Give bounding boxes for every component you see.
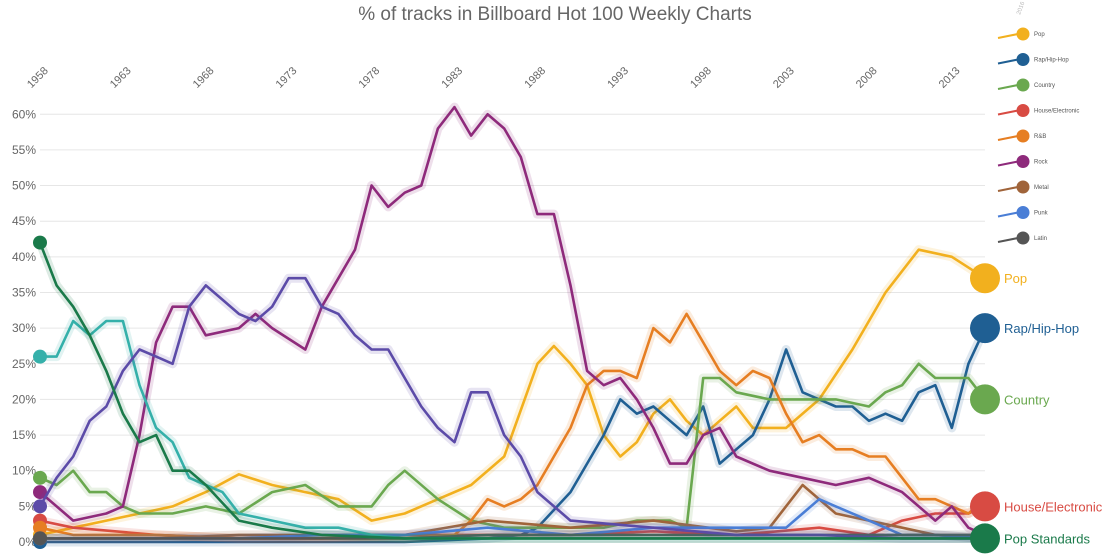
x-tick-label: 1968	[191, 65, 217, 91]
legend-year-label: 2016	[1016, 0, 1026, 15]
legend-label: Metal	[1034, 185, 1049, 191]
legend-item: Latin	[997, 231, 1047, 245]
legend-item: House/Electronic	[997, 104, 1079, 117]
y-tick-label: 20%	[12, 392, 36, 406]
x-tick-label: 1988	[522, 65, 548, 91]
y-tick-label: 0%	[19, 535, 37, 549]
legend-label: Rock	[1034, 160, 1049, 166]
legend-swatch-dot	[1016, 231, 1030, 245]
y-tick-label: 55%	[12, 143, 36, 157]
legend-item: Country	[997, 78, 1055, 92]
series-start-point	[33, 520, 47, 535]
legend-label: Punk	[1034, 211, 1049, 217]
series-end-point	[970, 491, 1000, 522]
x-tick-label: 1983	[439, 65, 465, 91]
legend-item: Metal	[997, 180, 1049, 194]
y-tick-label: 60%	[12, 107, 36, 121]
y-tick-label: 50%	[12, 179, 36, 193]
x-tick-label: 1993	[605, 65, 631, 91]
series-end-label: Pop Standards	[1004, 531, 1091, 546]
legend-label: R&B	[1034, 134, 1046, 140]
y-tick-label: 15%	[12, 428, 36, 442]
series-end-point	[970, 384, 1000, 415]
series-start-point	[33, 470, 47, 485]
series-line	[38, 105, 987, 537]
legend-swatch-dot	[1016, 129, 1030, 143]
series-halo	[35, 240, 985, 543]
series-end-label: Rap/Hip-Hop	[1004, 321, 1079, 336]
legend-swatch-dot	[1016, 53, 1030, 66]
legend-item: Pop	[997, 27, 1045, 41]
legend-item: Rock	[997, 155, 1049, 168]
legend-swatch-line	[997, 33, 1019, 39]
y-tick-label: 5%	[19, 499, 37, 513]
series-line	[38, 483, 987, 540]
legend-item: R&B	[997, 129, 1046, 143]
series-end-point	[970, 313, 1000, 344]
legend-swatch-line	[997, 109, 1019, 116]
legend-swatch-dot	[1016, 180, 1030, 194]
x-tick-label: 1978	[357, 65, 383, 91]
series-end-label: House/Electronic	[1004, 499, 1102, 514]
series-end-point	[970, 263, 1000, 294]
legend-item: Rap/Hip-Hop	[997, 53, 1069, 66]
legend-swatch-line	[997, 237, 1019, 243]
x-tick-label: 1963	[108, 65, 134, 91]
legend-label: Pop	[1034, 32, 1045, 38]
x-tick-label: 2003	[771, 65, 797, 91]
series-lines	[33, 102, 990, 549]
legend-label: House/Electronic	[1034, 109, 1079, 115]
series-start-point	[33, 235, 47, 250]
series-start-point	[33, 499, 47, 514]
legend-item: Punk	[997, 206, 1049, 219]
legend-swatch-line	[997, 211, 1019, 218]
series-line	[38, 326, 987, 544]
legend: 2016 Pop Rap/Hip-Hop Country House/Electroni…	[997, 0, 1079, 245]
series-line	[38, 241, 987, 540]
legend-label: Rap/Hip-Hop	[1034, 58, 1069, 64]
series-line	[38, 497, 987, 540]
series-end-label: Pop	[1004, 271, 1027, 286]
series-start-point	[33, 485, 47, 500]
legend-swatch-dot	[1016, 206, 1030, 219]
x-tick-label: 2013	[937, 65, 963, 91]
legend-swatch-line	[997, 58, 1019, 65]
legend-swatch-dot	[1016, 27, 1030, 41]
y-tick-label: 10%	[12, 464, 36, 478]
series-line	[38, 362, 987, 530]
legend-swatch-line	[997, 186, 1019, 192]
x-tick-label: 2008	[854, 65, 880, 91]
x-tick-label: 1998	[688, 65, 714, 91]
chart-subtitle: % of tracks in Billboard Hot 100 Weekly …	[358, 4, 752, 25]
y-tick-label: 35%	[12, 285, 36, 299]
x-tick-label: 1973	[274, 65, 300, 91]
y-tick-label: 40%	[12, 250, 36, 264]
legend-label: Latin	[1034, 236, 1047, 242]
y-tick-label: 45%	[12, 214, 36, 228]
y-tick-label: 30%	[12, 321, 36, 335]
series-start-point	[33, 531, 47, 546]
legend-swatch-dot	[1016, 104, 1030, 117]
legend-swatch-line	[997, 160, 1019, 167]
legend-label: Country	[1034, 83, 1055, 89]
series-start-point	[33, 349, 47, 364]
y-tick-label: 25%	[12, 357, 36, 371]
series-line	[38, 276, 987, 540]
series-end-point	[970, 523, 1000, 554]
legend-swatch-line	[997, 135, 1019, 141]
x-tick-label: 1958	[25, 65, 51, 91]
legend-swatch-dot	[1016, 78, 1030, 92]
legend-swatch-line	[997, 84, 1019, 90]
legend-swatch-dot	[1016, 155, 1030, 168]
series-end-label: Country	[1004, 392, 1050, 407]
